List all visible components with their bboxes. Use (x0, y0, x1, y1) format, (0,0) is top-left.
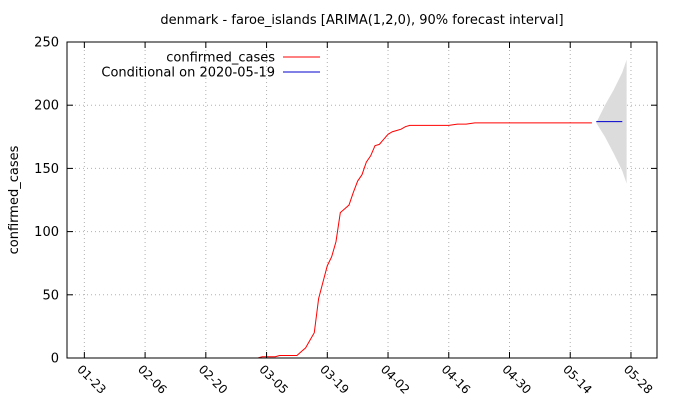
y-axis-label: confirmed_cases (7, 145, 22, 254)
y-tick-label: 0 (51, 352, 59, 367)
plot-border (66, 41, 658, 359)
x-tick-label: 02-20 (196, 362, 231, 397)
x-tick-label: 03-19 (317, 362, 352, 397)
x-tick-label: 04-02 (378, 362, 413, 397)
y-tick-label: 150 (34, 162, 59, 177)
x-tick-label: 05-28 (621, 362, 656, 397)
chart-title: denmark - faroe_islands [ARIMA(1,2,0), 9… (160, 13, 563, 28)
legend-label: Conditional on 2020-05-19 (101, 66, 275, 81)
x-tick-label: 05-14 (560, 362, 595, 397)
x-tick-label: 03-05 (256, 362, 291, 397)
series-layer (84, 121, 623, 359)
x-tick-label: 04-30 (499, 362, 534, 397)
y-tick-label: 250 (34, 36, 59, 51)
y-tick-label: 50 (42, 288, 59, 303)
axis-layer: 0 50 100 150 200 250 01-23 02-06 02-20 03-05 03-19… (34, 36, 658, 397)
x-tick-label: 01-23 (74, 362, 109, 397)
x-tick-label: 04-16 (439, 362, 474, 397)
confirmed-cases-line (84, 122, 592, 359)
legend-label: confirmed_cases (166, 51, 275, 66)
x-tick-label: 02-06 (135, 362, 170, 397)
grid-layer (67, 42, 657, 358)
y-tick-label: 100 (34, 225, 59, 240)
y-tick-label: 200 (34, 99, 59, 114)
